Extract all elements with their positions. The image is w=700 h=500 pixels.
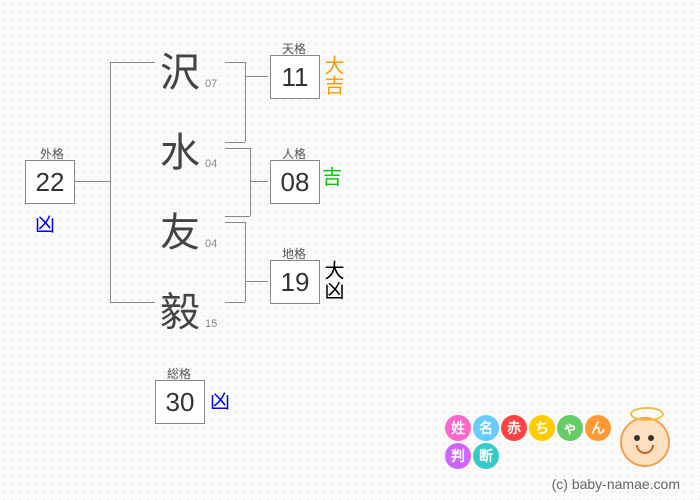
connector	[225, 142, 245, 143]
logo-char: 判	[445, 443, 471, 469]
logo-char: ゃ	[557, 415, 583, 441]
stroke-1: 07	[205, 78, 217, 90]
chikaku-box: 19	[270, 260, 320, 304]
logo-char: ち	[529, 415, 555, 441]
kanji-3: 友	[160, 200, 200, 258]
connector	[225, 62, 245, 63]
chikaku-fortune: 大凶	[322, 260, 342, 300]
tenkaku-fortune: 大吉	[322, 55, 342, 95]
site-logo: 姓 名 赤 ち ゃ ん 判 断	[444, 414, 670, 470]
logo-char: 姓	[445, 415, 471, 441]
connector	[225, 222, 245, 223]
stroke-3: 04	[205, 238, 217, 250]
logo-char: 赤	[501, 415, 527, 441]
jinkaku-fortune: 吉	[322, 168, 342, 188]
kanji-4: 毅	[160, 280, 200, 338]
logo-char: 断	[473, 443, 499, 469]
tenkaku-box: 11	[270, 55, 320, 99]
connector	[225, 216, 250, 217]
gaikaku-box: 22	[25, 160, 75, 204]
connector	[245, 62, 246, 142]
stroke-4: 15	[205, 318, 217, 330]
connector	[245, 222, 246, 302]
connector	[245, 281, 268, 282]
connector	[245, 76, 268, 77]
connector	[110, 302, 155, 303]
stroke-2: 04	[205, 158, 217, 170]
connector	[250, 148, 251, 216]
soukaku-box: 30	[155, 380, 205, 424]
kanji-1: 沢	[160, 40, 200, 98]
jinkaku-box: 08	[270, 160, 320, 204]
baby-icon	[620, 417, 670, 467]
connector	[250, 181, 268, 182]
connector	[75, 181, 110, 182]
connector	[225, 302, 245, 303]
soukaku-fortune: 凶	[210, 392, 230, 412]
connector	[225, 148, 250, 149]
gaikaku-fortune: 凶	[35, 215, 55, 235]
kanji-2: 水	[160, 120, 200, 178]
connector	[110, 62, 155, 63]
logo-char: ん	[585, 415, 611, 441]
logo-char: 名	[473, 415, 499, 441]
copyright-text: (c) baby-namae.com	[552, 476, 680, 492]
connector	[110, 62, 111, 302]
